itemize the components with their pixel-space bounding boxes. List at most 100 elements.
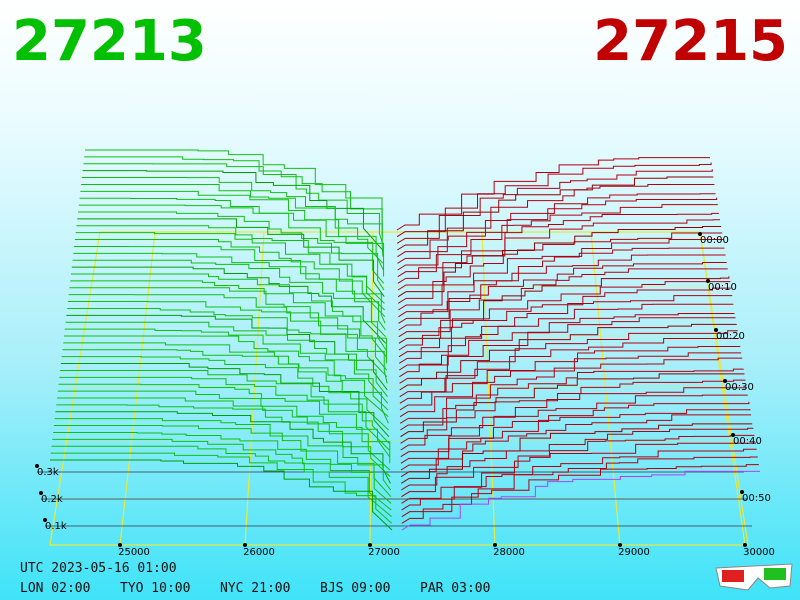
bid-curve: [83, 163, 383, 244]
bid-curve: [60, 363, 390, 438]
bid-curve: [65, 321, 388, 397]
ask-curve: [397, 197, 718, 271]
depth-label: 0.1k: [45, 521, 67, 532]
time-tick: [731, 433, 735, 437]
bid-curve: [58, 383, 390, 457]
price-label: 26000: [243, 547, 275, 558]
timestamp: UTC 2023-05-16 01:00: [20, 561, 177, 576]
ask-curve: [399, 330, 738, 398]
bid-curve: [78, 204, 385, 284]
price-tick: [743, 543, 747, 547]
bid-curve: [67, 301, 388, 378]
time-tick: [706, 279, 710, 283]
bid-curve: [74, 239, 386, 318]
clock: LON 02:00: [20, 581, 90, 596]
bid-curve: [76, 225, 385, 304]
bid-curve: [85, 149, 383, 230]
clock: TYO 10:00: [120, 581, 190, 596]
ask-curve: [401, 464, 759, 524]
ask-curve: [396, 162, 712, 238]
bid-curve: [53, 425, 392, 498]
bid-curve: [50, 452, 393, 524]
depth-tick: [39, 491, 43, 495]
ask-curve: [398, 247, 725, 318]
clock: BJS 09:00: [320, 581, 390, 596]
price-grid-line: [119, 231, 156, 546]
bid-curve: [75, 232, 386, 311]
bid-curve: [67, 307, 388, 384]
time-tick: [740, 490, 744, 494]
bid-curve: [54, 418, 392, 491]
ask-curve: [400, 379, 746, 444]
depth-curves: [50, 149, 760, 531]
ask-curve: [398, 254, 726, 324]
depth-tick: [35, 464, 39, 468]
time-tick: [698, 232, 702, 236]
bid-curve: [59, 376, 390, 451]
bid-curve: [56, 404, 391, 478]
ask-curve: [399, 323, 737, 391]
ask-curve: [399, 357, 743, 424]
bid-curve: [68, 294, 388, 371]
ask-curve: [397, 225, 722, 298]
ask-curve: [398, 287, 732, 358]
ask-curve: [401, 456, 758, 518]
ask-curve: [401, 442, 757, 504]
bid-curve: [72, 259, 386, 338]
time-label: 00:50: [742, 493, 771, 504]
bid-curve: [71, 273, 387, 351]
ask-curve: [401, 427, 754, 491]
ask-curve: [400, 423, 753, 484]
bid-curve: [81, 177, 384, 257]
ask-curve: [398, 238, 724, 311]
bid-curve: [51, 445, 392, 518]
green-lens: [764, 568, 786, 580]
bid-curve: [74, 245, 386, 324]
time-tick: [723, 379, 727, 383]
price-grid-line: [244, 231, 265, 546]
ask-curve: [401, 434, 755, 498]
price-label: 29000: [618, 547, 650, 558]
ask-curve: [397, 219, 720, 291]
time-label: 00:40: [733, 436, 762, 447]
time-tick: [714, 328, 718, 332]
glasses-icon: [715, 563, 793, 591]
ask-curve: [399, 303, 734, 371]
axis-labels: 25000 26000 27000 28000 29000 30000 0.1k 0.2k 0.…: [35, 232, 775, 558]
bid-curve: [70, 280, 387, 357]
price-tick: [368, 543, 372, 547]
time-label: 00:30: [725, 382, 754, 393]
clock: PAR 03:00: [420, 581, 490, 596]
bid-curve: [81, 183, 384, 264]
ask-curve: [397, 212, 719, 284]
depth-tick: [43, 518, 47, 522]
price-tick: [493, 543, 497, 547]
bid-curve: [53, 431, 392, 504]
ask-curve: [397, 232, 723, 304]
price-tick: [118, 543, 122, 547]
ask-curve: [398, 268, 728, 338]
ask-curve: [398, 276, 730, 344]
price-grid-line: [699, 231, 746, 546]
price-label: 25000: [118, 547, 150, 558]
price-tick: [618, 543, 622, 547]
ask-curve: [400, 373, 745, 438]
bid-curve: [55, 411, 391, 484]
bid-curve: [84, 156, 383, 237]
ask-curve: [401, 448, 757, 511]
bid-curve: [71, 266, 387, 344]
ask-curve: [397, 176, 714, 251]
depth-label: 0.2k: [41, 494, 63, 505]
bid-curve: [73, 252, 386, 331]
bid-curve: [77, 218, 385, 297]
ask-curve: [399, 345, 741, 411]
ask-curve: [400, 394, 748, 458]
clock: NYC 21:00: [220, 581, 290, 596]
price-grid-line: [590, 231, 621, 546]
price-grid-line: [481, 231, 496, 546]
price-label: 30000: [743, 547, 775, 558]
price-label: 28000: [493, 547, 525, 558]
bid-curve: [66, 314, 388, 391]
